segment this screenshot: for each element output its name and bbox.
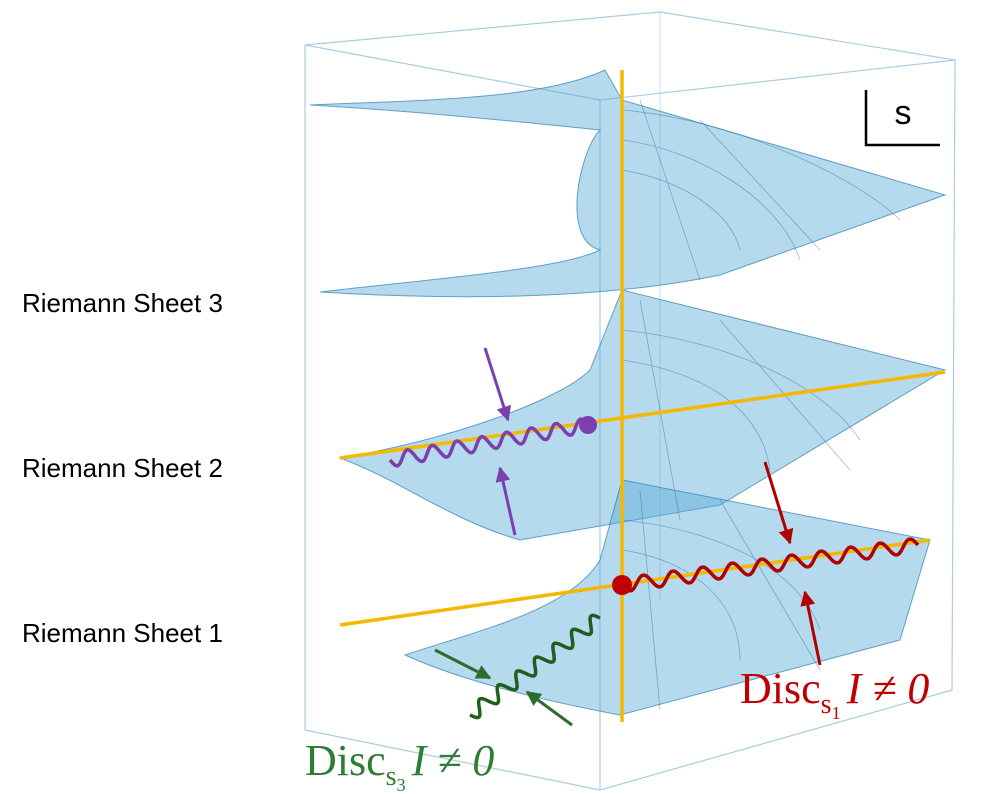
sheet-label: Riemann Sheet 2 [22, 453, 223, 483]
sheet-label: Riemann Sheet 3 [22, 288, 223, 318]
disc-rest: I ≠ 0 [846, 664, 930, 713]
branch-point [612, 575, 632, 595]
sheets [310, 70, 945, 715]
branch-point [579, 416, 597, 434]
disc-rest: I ≠ 0 [411, 736, 495, 785]
sheet-label: Riemann Sheet 1 [22, 618, 223, 648]
plane-label: s [895, 94, 912, 132]
disc-sub-index: 1 [832, 703, 841, 723]
plane-indicator: s [866, 90, 940, 145]
disc-main: Disc [305, 736, 386, 785]
disc-sub: s [386, 761, 397, 792]
riemann-diagram: s Riemann Sheet 3 Riemann Sheet 2 Rieman… [0, 0, 981, 794]
disc-sub: s [821, 689, 832, 720]
disc-sub-index: 3 [397, 775, 406, 794]
disc-label: Discs3 I ≠ 0 [305, 736, 494, 794]
disc-main: Disc [740, 664, 821, 713]
